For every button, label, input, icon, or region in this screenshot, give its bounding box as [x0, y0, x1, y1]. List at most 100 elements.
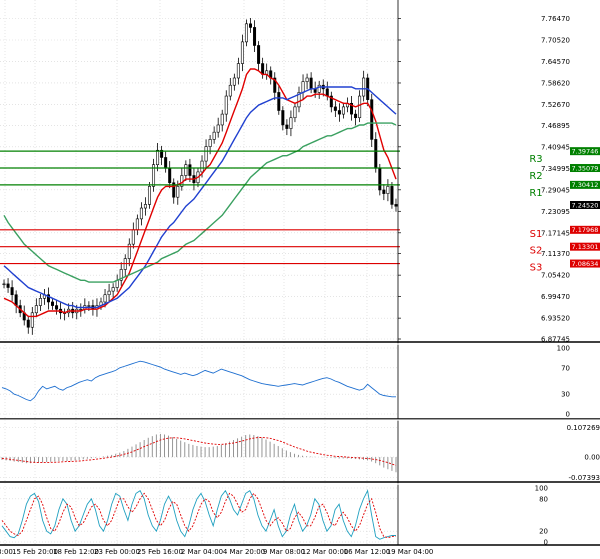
candle-body [386, 186, 390, 194]
moving-average-line [3, 68, 397, 318]
candle-body [79, 308, 83, 311]
candle-body [26, 319, 30, 328]
candle-body [147, 186, 151, 205]
level-badge [570, 164, 600, 173]
candle-body [135, 218, 139, 231]
last-price-text: 7.24520 [572, 201, 599, 209]
x-tick-label: 12 Mar 00:00 [302, 548, 349, 556]
y-tick-label: 7.76470 [541, 15, 570, 23]
y-tick-label: 7.11370 [541, 250, 570, 258]
candle-body [337, 110, 341, 115]
candle-body [216, 124, 220, 133]
candle-body [152, 164, 156, 187]
oscillator-line [1, 360, 396, 402]
candle-body [305, 77, 309, 82]
level-name-r3: R3 [529, 154, 542, 165]
stochastic-line [1, 489, 396, 540]
candle-body [127, 243, 131, 259]
moving-average-line [3, 86, 397, 309]
candle-body [184, 164, 188, 176]
candle-body [293, 106, 297, 119]
candle-body [6, 283, 10, 288]
candle-body [228, 84, 232, 97]
y-tick-label: 6.87745 [541, 336, 570, 344]
candle-body [10, 287, 14, 296]
stoch-y-tick-label: 100 [535, 485, 548, 493]
candle-body [87, 305, 91, 307]
y-tick-label: 7.70520 [541, 36, 570, 44]
stoch-y-tick-label: 20 [539, 528, 548, 536]
y-tick-label: 6.93520 [541, 315, 570, 323]
candle-body [374, 139, 378, 169]
candle-body [107, 290, 111, 296]
candle-body [253, 27, 257, 46]
x-tick-label: 18 Feb 12:00 [53, 548, 99, 556]
y-tick-label: 7.34995 [541, 165, 570, 173]
candle-body [317, 84, 321, 93]
candle-body [119, 269, 123, 281]
x-tick-label: 4 Mar 20:00 [223, 548, 265, 556]
candle-body [176, 186, 180, 198]
candle-body [297, 92, 301, 108]
grid [0, 0, 398, 545]
candle-body [257, 45, 261, 64]
candle-body [46, 294, 50, 303]
candle-body [172, 182, 176, 198]
level-badge-text: 7.08634 [572, 260, 599, 268]
candle-body [285, 124, 289, 129]
candle-body [156, 149, 160, 165]
candle-body [38, 298, 42, 306]
candle-body [382, 189, 386, 194]
candle-body [244, 23, 248, 43]
candle-body [358, 95, 362, 119]
last-price-badge [570, 201, 600, 209]
y-tick-label: 7.23095 [541, 208, 570, 216]
candle-body [160, 149, 164, 158]
candle-body [51, 301, 55, 306]
stoch-y-tick-label: 0 [544, 539, 548, 547]
candle-body [103, 294, 107, 303]
macd-y-tick-label: 0.00 [584, 454, 600, 462]
candle-body [2, 283, 6, 285]
candle-body [240, 41, 244, 64]
y-tick-label: 7.64570 [541, 58, 570, 66]
osc-y-tick-label: 0 [566, 411, 570, 419]
oscillator-panel [1, 360, 396, 402]
level-badge-text: 7.17968 [572, 226, 599, 234]
macd-y-tick-label: -0.07393 [569, 474, 600, 482]
candle-body [200, 160, 204, 173]
candle-body [329, 95, 333, 108]
candle-body [30, 312, 34, 328]
level-badge [570, 147, 600, 156]
candle-body [55, 305, 59, 310]
level-badge [570, 225, 600, 234]
y-tick-label: 7.05420 [541, 272, 570, 280]
x-tick-label: 25 Feb 16:00 [137, 548, 183, 556]
level-badge [570, 242, 600, 251]
x-tick-label: 19 Mar 04:00 [387, 548, 434, 556]
osc-y-tick-label: 70 [561, 364, 570, 372]
level-name-s2: S2 [530, 246, 543, 257]
x-tick-label: 15 Feb 20:00 [12, 548, 58, 556]
candle-body [212, 131, 216, 140]
stochastic-panel [1, 489, 397, 540]
candle-body [273, 77, 277, 93]
level-name-r2: R2 [529, 171, 542, 182]
price-panel: R3 R2 R1 S1 S2 S3 [0, 18, 543, 335]
candle-body [370, 99, 374, 140]
candle-body [354, 113, 358, 119]
level-name-s1: S1 [530, 229, 543, 240]
y-tick-label: 6.99470 [541, 293, 570, 301]
candle-body [34, 305, 38, 314]
y-tick-label: 7.29045 [541, 186, 570, 194]
level-badge [570, 180, 600, 189]
candle-body [168, 168, 172, 184]
candle-body [289, 117, 293, 129]
level-badge-text: 7.30412 [572, 181, 599, 189]
candle-body [333, 106, 337, 111]
candle-body [220, 113, 224, 126]
level-badge [570, 259, 600, 268]
candle-body [131, 229, 135, 245]
candle-body [139, 207, 143, 220]
